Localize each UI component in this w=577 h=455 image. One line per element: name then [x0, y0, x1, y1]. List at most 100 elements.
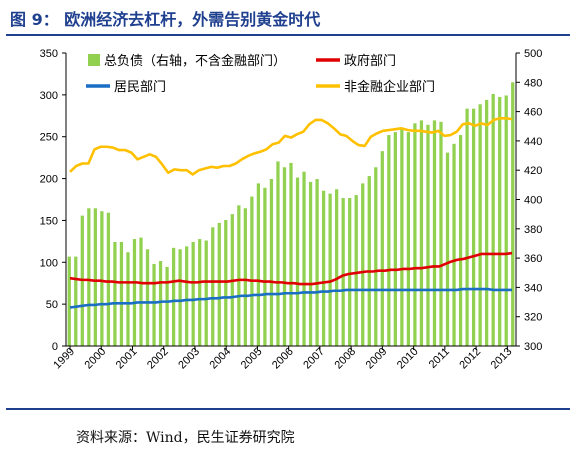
- left-tick-label: 150: [40, 215, 58, 227]
- x-tick-label: 2013: [489, 346, 515, 372]
- debt-bar: [380, 151, 384, 346]
- debt-bar: [504, 95, 508, 346]
- title-bar: 图 9： 欧洲经济去杠杆，外需告别黄金时代: [6, 4, 570, 36]
- debt-bar: [178, 249, 182, 346]
- bottom-rule: [6, 408, 570, 410]
- x-tick-label: 2001: [114, 346, 140, 372]
- debt-bar: [289, 162, 293, 347]
- series-line-2: [69, 287, 512, 309]
- right-tick-label: 320: [524, 312, 542, 324]
- debt-bar: [491, 94, 495, 346]
- debt-chart: 0 50 100 150 200 250 300 350 300 320 340 360 380 400 4…: [40, 48, 543, 372]
- debt-bar: [171, 247, 176, 346]
- debt-bar: [204, 240, 208, 346]
- debt-bar: [458, 135, 463, 346]
- title-rule: [6, 34, 570, 36]
- x-tick-label: 2004: [208, 346, 234, 372]
- right-tick-label: 360: [524, 253, 542, 265]
- debt-bar: [321, 190, 326, 346]
- debt-bar: [471, 108, 476, 346]
- right-tick-label: 440: [524, 136, 542, 148]
- x-tick-label: 2002: [145, 346, 171, 372]
- x-tick-label: 2010: [395, 346, 421, 372]
- debt-bar: [152, 263, 156, 346]
- debt-bar: [132, 239, 137, 346]
- debt-bar: [413, 123, 417, 346]
- right-tick-label: 380: [524, 224, 542, 236]
- debt-bar: [308, 181, 313, 346]
- debt-bar: [119, 241, 124, 346]
- right-tick-label: 420: [524, 165, 542, 177]
- debt-bar: [374, 167, 378, 346]
- debt-bar: [263, 187, 267, 346]
- debt-bar: [87, 208, 91, 346]
- bars-layer: [67, 82, 515, 347]
- left-tick-label: 250: [40, 132, 58, 144]
- debt-bar: [211, 227, 215, 346]
- x-tick-label: 2005: [239, 346, 265, 372]
- debt-bar: [100, 211, 104, 346]
- debt-bar: [485, 99, 489, 346]
- debt-bar: [445, 152, 450, 346]
- debt-bar: [198, 239, 202, 346]
- legend-label-3: 居民部门: [114, 79, 166, 94]
- legend-swatch-1: [88, 54, 100, 66]
- legend-label-4: 非金融企业部门: [344, 79, 435, 94]
- debt-bar: [426, 124, 430, 346]
- right-tick-label: 300: [524, 341, 542, 353]
- debt-bar: [335, 189, 339, 346]
- left-tick-label: 50: [46, 299, 58, 311]
- x-tick-label: 2009: [364, 346, 390, 372]
- x-tick-label: 2007: [301, 346, 327, 372]
- debt-bar: [282, 167, 287, 346]
- x-tick-label: 2008: [332, 346, 358, 372]
- left-tick-label: 0: [52, 341, 58, 353]
- debt-bar: [93, 208, 97, 346]
- legend-label-1: 总负债（右轴，不含金融部门）: [104, 53, 286, 68]
- x-tick-label: 2011: [427, 346, 452, 371]
- debt-bar: [419, 120, 424, 346]
- right-tick-label: 500: [524, 48, 542, 60]
- debt-bar: [400, 127, 404, 346]
- debt-bar: [328, 193, 332, 346]
- debt-bar: [237, 205, 241, 346]
- debt-bar: [452, 143, 456, 346]
- debt-bar: [393, 132, 397, 346]
- source-note: 资料来源：Wind，民生证券研究院: [76, 430, 295, 446]
- debt-bar: [439, 121, 443, 346]
- debt-bar: [158, 261, 163, 346]
- debt-bar: [511, 82, 515, 347]
- left-tick-label: 100: [40, 257, 58, 269]
- debt-bar: [387, 135, 391, 346]
- debt-bar: [498, 96, 502, 346]
- debt-bar: [302, 171, 306, 346]
- debt-bar: [315, 178, 319, 346]
- debt-bar: [224, 220, 228, 346]
- series-line-3: [69, 117, 513, 176]
- series-line-1: [69, 251, 513, 286]
- debt-bar: [432, 120, 437, 346]
- x-tick-label: 2006: [270, 346, 296, 372]
- debt-bar: [367, 176, 371, 346]
- debt-bar: [276, 161, 280, 346]
- debt-bar: [341, 198, 345, 346]
- debt-bar: [113, 241, 117, 346]
- debt-bar: [139, 237, 143, 346]
- debt-bar: [348, 198, 352, 346]
- right-tick-label: 400: [524, 195, 542, 207]
- x-tick-label: 2012: [457, 346, 483, 372]
- debt-bar: [185, 246, 189, 346]
- debt-bar: [74, 256, 78, 346]
- legend-label-2: 政府部门: [344, 53, 396, 68]
- debt-bar: [256, 183, 261, 346]
- x-tick-label: 2003: [176, 346, 202, 372]
- right-tick-label: 460: [524, 107, 542, 119]
- debt-bar: [250, 196, 254, 346]
- debt-bar: [165, 266, 169, 346]
- debt-bar: [126, 252, 130, 346]
- debt-bar: [354, 195, 358, 346]
- right-tick-label: 480: [524, 77, 542, 89]
- debt-bar: [465, 108, 469, 346]
- debt-bar: [361, 183, 365, 346]
